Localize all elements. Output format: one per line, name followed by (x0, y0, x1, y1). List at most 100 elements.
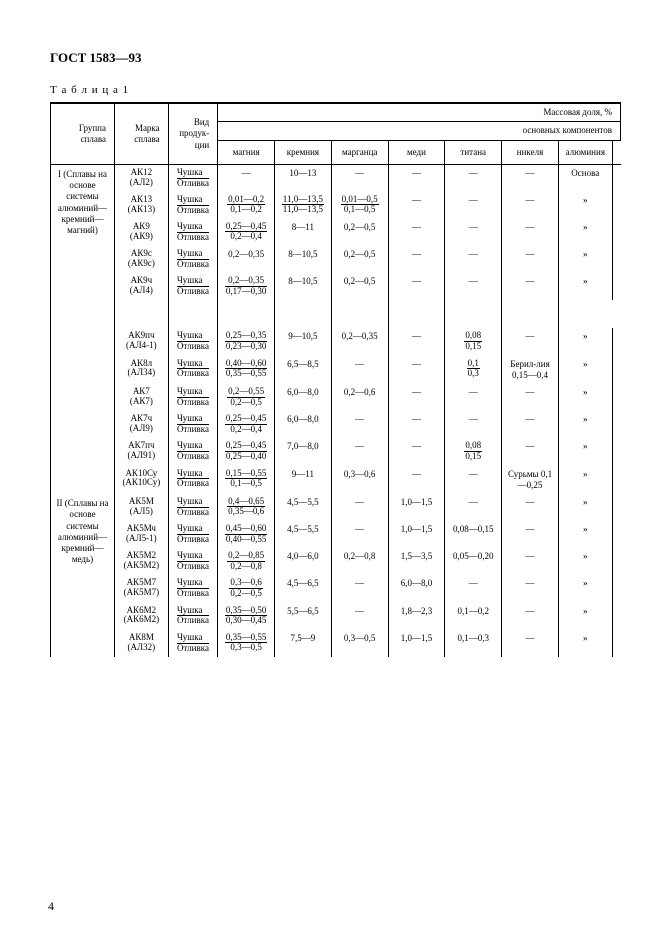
cell: 0,1—0,3 (445, 630, 502, 657)
cell: » (558, 603, 612, 630)
cell: 1,8—2,3 (388, 603, 445, 630)
cell: 0,1—0,2 (445, 603, 502, 630)
col-si: кремния (275, 140, 332, 164)
cell: 9—10,5 (275, 328, 332, 355)
cell: АК8М(АЛ32) (115, 630, 169, 657)
cell: 6,0—8,0 (275, 411, 332, 438)
col-mark: Марка сплава (115, 103, 169, 164)
cell: 0,2—0,5 (331, 273, 388, 300)
cell: — (388, 328, 445, 355)
cell: » (558, 630, 612, 657)
cell: АК9(АК9) (115, 219, 169, 246)
cell: 6,0—8,0 (388, 575, 445, 602)
cell: — (331, 575, 388, 602)
cell: 7,0—8,0 (275, 438, 332, 465)
cell: — (502, 273, 559, 300)
cell: — (445, 219, 502, 246)
cell: АК7(АК7) (115, 384, 169, 411)
group-cell: I (Сплавы на основе системы алюминий—кре… (51, 164, 115, 494)
cell: Основа (558, 164, 612, 192)
cell: ЧушкаОтливка (168, 273, 218, 300)
cell: — (445, 575, 502, 602)
cell: — (331, 164, 388, 192)
cell: — (445, 494, 502, 521)
cell: 1,0—1,5 (388, 630, 445, 657)
cell: — (445, 273, 502, 300)
cell: 0,2—0,35 (331, 328, 388, 355)
cell: ЧушкаОтливка (168, 521, 218, 548)
cell: 1,0—1,5 (388, 494, 445, 521)
cell: — (502, 411, 559, 438)
cell: 0,25—0,450,25—0,40 (218, 438, 275, 465)
cell: 0,4—0,650,35—0,6 (218, 494, 275, 521)
cell: — (331, 356, 388, 385)
cell: ЧушкаОтливка (168, 575, 218, 602)
cell: — (388, 356, 445, 385)
cell: 8—10,5 (275, 273, 332, 300)
col-group: Группа сплава (51, 103, 115, 164)
cell: — (502, 246, 559, 273)
cell: — (331, 494, 388, 521)
cell: 0,3—0,6 (331, 466, 388, 495)
cell: » (558, 438, 612, 465)
cell: 0,080,15 (445, 328, 502, 355)
cell: 0,3—0,60,2—0,5 (218, 575, 275, 602)
cell: » (558, 494, 612, 521)
col-al: алюминия (558, 140, 612, 164)
cell: — (388, 219, 445, 246)
cell: — (388, 411, 445, 438)
cell: 0,2—0,6 (331, 384, 388, 411)
cell: — (502, 548, 559, 575)
cell: — (502, 575, 559, 602)
cell: — (331, 603, 388, 630)
cell: 0,10,3 (445, 356, 502, 385)
cell: 4,5—5,5 (275, 494, 332, 521)
group-cell: II (Сплавы на основе системы алюминий—кр… (51, 494, 115, 657)
cell: 0,08—0,15 (445, 521, 502, 548)
cell: 0,25—0,350,23—0,30 (218, 328, 275, 355)
cell: — (388, 273, 445, 300)
cell: » (558, 384, 612, 411)
cell: АК9пч(АЛ4-1) (115, 328, 169, 355)
cell: 4,0—6,0 (275, 548, 332, 575)
cell: — (502, 494, 559, 521)
cell: 0,2—0,5 (331, 219, 388, 246)
col-ni: никеля (502, 140, 559, 164)
col-prod: Вид продук-ции (168, 103, 218, 164)
cell: 0,35—0,550,3—0,5 (218, 630, 275, 657)
cell: » (558, 192, 612, 219)
cell: 0,2—0,350,17—0,30 (218, 273, 275, 300)
cell: — (502, 219, 559, 246)
page-number: 4 (48, 899, 54, 914)
cell: — (331, 411, 388, 438)
cell: ЧушкаОтливка (168, 328, 218, 355)
components-label: основных компонентов (218, 122, 621, 140)
cell: » (558, 219, 612, 246)
cell: 0,3—0,5 (331, 630, 388, 657)
cell: 0,25—0,450,2—0,4 (218, 411, 275, 438)
cell: » (558, 356, 612, 385)
cell: АК8л(АЛ34) (115, 356, 169, 385)
table-label: Т а б л и ц а 1 (50, 84, 621, 96)
cell: АК13(АК13) (115, 192, 169, 219)
cell: — (388, 164, 445, 192)
cell: АК5М7(АК5М7) (115, 575, 169, 602)
cell: — (331, 438, 388, 465)
cell: » (558, 328, 612, 355)
cell: ЧушкаОтливка (168, 164, 218, 192)
cell: АК9ч(АЛ4) (115, 273, 169, 300)
cell: 10—13 (275, 164, 332, 192)
cell: — (445, 384, 502, 411)
cell: 6,0—8,0 (275, 384, 332, 411)
cell: АК5Мч(АЛ5-1) (115, 521, 169, 548)
doc-header: ГОСТ 1583—93 (50, 50, 621, 66)
cell: ЧушкаОтливка (168, 192, 218, 219)
cell: Берил-лия 0,15—0,4 (502, 356, 559, 385)
cell: — (502, 328, 559, 355)
cell: — (445, 246, 502, 273)
col-mg: магния (218, 140, 275, 164)
cell: — (502, 630, 559, 657)
cell: — (502, 521, 559, 548)
cell: — (502, 192, 559, 219)
cell: 0,2—0,35 (218, 246, 275, 273)
